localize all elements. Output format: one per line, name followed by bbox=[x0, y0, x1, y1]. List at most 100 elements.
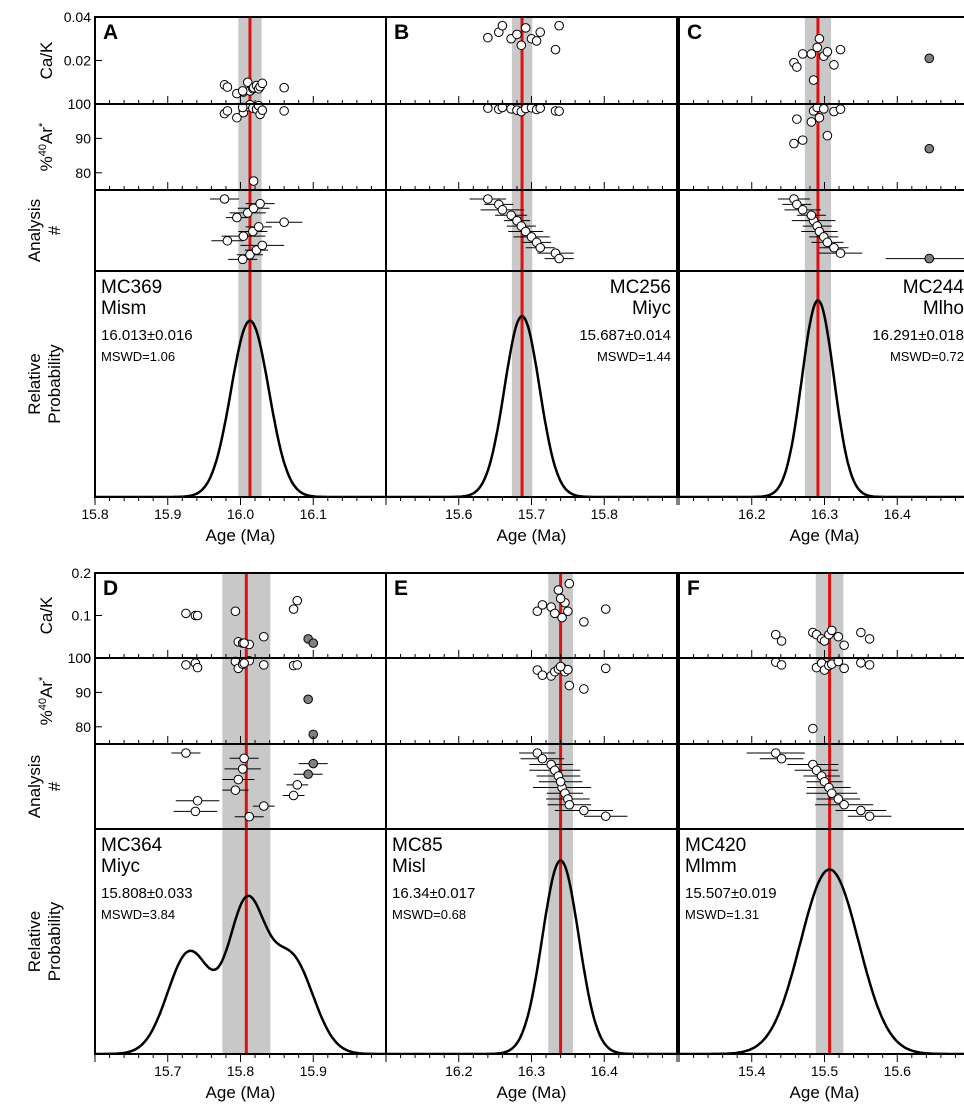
x-axis-label: Age (Ma) bbox=[790, 1083, 860, 1102]
analysis-point bbox=[288, 790, 299, 801]
age-result: 15.808±0.033 bbox=[101, 885, 193, 902]
analysis-point bbox=[792, 199, 802, 210]
analysis-point bbox=[924, 253, 935, 264]
y-axis-label-cak: Ca/K bbox=[37, 596, 56, 634]
ar-point bbox=[537, 670, 548, 681]
x-tick-label: 15.7 bbox=[154, 1063, 181, 1079]
y-tick-label: 0.1 bbox=[72, 608, 92, 624]
unit-name: Miyc bbox=[101, 856, 140, 877]
y-axis-label-cak: Ca/K bbox=[37, 41, 56, 79]
cak-point bbox=[483, 32, 493, 43]
sample-id: MC85 bbox=[392, 835, 443, 856]
analysis-point bbox=[829, 242, 839, 253]
ar-point bbox=[864, 660, 875, 670]
cak-point bbox=[535, 27, 546, 38]
cak-point bbox=[808, 75, 819, 85]
analysis-point bbox=[233, 774, 244, 785]
analysis-point bbox=[826, 788, 837, 799]
panel-letter: E bbox=[394, 577, 408, 600]
cak-point bbox=[230, 606, 241, 617]
y-tick-label: 0 bbox=[83, 650, 91, 666]
unit-name: Misl bbox=[392, 856, 426, 877]
cak-point bbox=[237, 86, 248, 96]
analysis-point bbox=[797, 205, 808, 215]
cak-point bbox=[826, 625, 837, 636]
sample-id: MC369 bbox=[101, 277, 162, 298]
ar-point bbox=[564, 680, 575, 691]
y-tick-label: 100 bbox=[68, 650, 92, 666]
panel-letter: B bbox=[394, 21, 409, 44]
analysis-point bbox=[303, 769, 313, 780]
unit-name: Mlmm bbox=[685, 856, 737, 877]
analysis-point bbox=[579, 805, 589, 816]
y-tick-label: 0.04 bbox=[64, 9, 91, 25]
x-tick-label: 15.9 bbox=[300, 1063, 327, 1079]
ar-point bbox=[232, 112, 242, 123]
analysis-point bbox=[564, 799, 575, 810]
panel-content bbox=[95, 17, 386, 497]
analysis-point bbox=[279, 217, 289, 228]
ar-superscript: 40 bbox=[37, 698, 49, 710]
ar-point bbox=[924, 143, 935, 154]
unit-name: Miyc bbox=[632, 298, 671, 319]
x-tick-label: 16.3 bbox=[811, 506, 838, 522]
ar-point bbox=[535, 103, 546, 113]
cak-point bbox=[520, 23, 531, 33]
y-axis-label-ar: %40Ar* bbox=[37, 122, 56, 171]
probability-curve bbox=[95, 894, 386, 1054]
cak-point bbox=[557, 612, 567, 623]
analysis-point bbox=[554, 253, 564, 264]
analysis-point bbox=[839, 799, 849, 810]
ar-point bbox=[303, 694, 313, 705]
ar-point bbox=[192, 662, 203, 673]
cak-point bbox=[564, 578, 575, 589]
ar-point bbox=[806, 117, 817, 127]
ar-point bbox=[554, 106, 564, 117]
cak-point bbox=[258, 631, 269, 642]
cak-point bbox=[242, 77, 253, 88]
analysis-point bbox=[600, 811, 611, 822]
x-axis-label: Age (Ma) bbox=[206, 1083, 276, 1102]
panel-content bbox=[386, 17, 677, 497]
panel-frame bbox=[385, 572, 678, 1055]
analysis-point bbox=[238, 231, 249, 241]
y-tick-label: 80 bbox=[75, 719, 91, 735]
cak-point bbox=[181, 608, 191, 619]
ar-point bbox=[856, 658, 866, 668]
ar-point bbox=[258, 660, 269, 670]
y-axis-label-relative: Relative bbox=[25, 353, 44, 414]
age-result: 16.013±0.016 bbox=[101, 327, 193, 344]
x-tick-label: 15.8 bbox=[81, 506, 108, 522]
cak-point bbox=[822, 47, 833, 57]
ar-point bbox=[792, 114, 802, 124]
y-axis-label-analysis-hash: # bbox=[45, 781, 64, 791]
y-axis-label-relative: Relative bbox=[25, 911, 44, 972]
x-tick-label: 15.8 bbox=[227, 1063, 254, 1079]
ar-point bbox=[222, 106, 233, 116]
panel-a: 15.8 15.9 16.0 16.1 Age (Ma) 0.04 0.02 100 90 80 C… bbox=[25, 9, 387, 545]
analysis-point bbox=[308, 758, 319, 769]
y-tick-label: 80 bbox=[75, 165, 91, 181]
ar-superscript: 40 bbox=[37, 144, 49, 156]
analysis-point bbox=[257, 240, 268, 251]
y-tick-label: 100 bbox=[68, 96, 92, 112]
y-tick-label: 0.02 bbox=[64, 53, 91, 69]
x-tick-label: 16.4 bbox=[884, 506, 911, 522]
ar-percent: % bbox=[37, 710, 56, 725]
x-tick-label: 15.4 bbox=[738, 1063, 765, 1079]
ar-point bbox=[789, 138, 799, 149]
analysis-point bbox=[253, 222, 264, 232]
panel-letter: D bbox=[103, 577, 118, 600]
unit-name: Mlho bbox=[923, 298, 964, 319]
analysis-point bbox=[232, 212, 242, 223]
y-axis-label-probability: Probability bbox=[45, 344, 64, 424]
cak-point bbox=[776, 636, 787, 646]
cak-point bbox=[257, 78, 268, 89]
ar-point bbox=[776, 660, 787, 670]
unit-name: Mism bbox=[101, 298, 146, 319]
y-tick-label: 0.2 bbox=[72, 565, 92, 581]
cak-point bbox=[856, 627, 866, 638]
